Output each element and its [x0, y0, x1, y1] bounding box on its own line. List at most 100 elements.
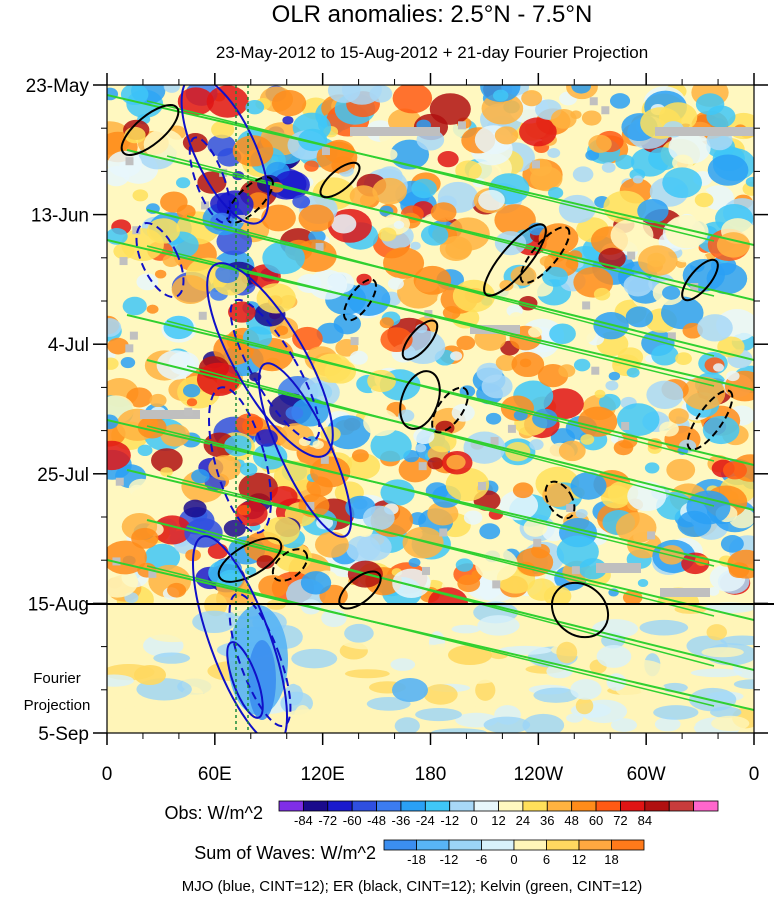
- er-contour: [483, 223, 547, 297]
- colorbar-swatch: [376, 800, 402, 812]
- obs-cell: [393, 220, 405, 229]
- obs-cell: [171, 275, 210, 304]
- obs-cell: [271, 89, 307, 117]
- obs-cell: [367, 369, 397, 393]
- projection-cell: [498, 645, 552, 655]
- projection-cell: [523, 631, 557, 643]
- obs-cell: [598, 393, 621, 411]
- obs-cell: [646, 380, 684, 410]
- obs-cell: [429, 93, 471, 125]
- kelvin-contour: [146, 425, 715, 567]
- obs-cell: [131, 527, 159, 549]
- obs-cell: [666, 458, 696, 481]
- obs-cell: [456, 335, 476, 351]
- obs-cell: [211, 120, 235, 139]
- er-contour: [342, 278, 378, 322]
- obs-cell: [304, 160, 319, 172]
- obs-cell: [372, 177, 407, 205]
- projection-cell: [366, 696, 411, 711]
- projection-cell: [284, 709, 338, 722]
- missing-data-patch: [184, 407, 193, 416]
- obs-cell: [402, 526, 444, 559]
- projection-heatmap: [107, 593, 754, 733]
- obs-cell: [720, 535, 744, 553]
- colorbar-label: -12: [440, 813, 459, 828]
- colorbar-label: 6: [543, 852, 550, 867]
- obs-cell: [256, 283, 296, 314]
- colorbar-label: -12: [440, 852, 459, 867]
- obs-cell: [558, 440, 586, 462]
- colorbar-label: 48: [564, 813, 578, 828]
- colorbar-swatch: [498, 800, 524, 812]
- projection-cell: [107, 674, 134, 687]
- mjo-contour: [257, 362, 353, 538]
- obs-cell: [588, 134, 612, 153]
- projection-cell: [107, 705, 129, 718]
- obs-cell: [510, 265, 537, 286]
- colorbar-swatch: [481, 839, 515, 851]
- projection-cell: [688, 615, 739, 630]
- colorbar-swatch: [546, 839, 580, 851]
- obs-cell: [605, 380, 619, 391]
- obs-cell: [558, 194, 596, 224]
- colorbar-label: -6: [476, 852, 488, 867]
- obs-cell: [349, 185, 378, 207]
- projection-cell: [690, 668, 743, 678]
- obs-cell: [144, 543, 181, 572]
- x-tick-label: 0: [102, 764, 113, 785]
- y-tick-label: 5-Sep: [38, 724, 89, 745]
- obs-cell: [137, 444, 153, 457]
- obs-cell: [610, 218, 654, 252]
- colorbar-label: -72: [318, 813, 337, 828]
- obs-cell: [175, 177, 191, 189]
- obs-cell: [662, 167, 703, 199]
- missing-data-patch: [627, 251, 636, 260]
- missing-data-patch: [457, 121, 466, 130]
- obs-cell: [450, 351, 463, 361]
- colorbar-label: 12: [491, 813, 505, 828]
- obs-cell: [378, 227, 397, 242]
- er-contour: [519, 226, 571, 284]
- missing-data-patch: [477, 481, 486, 490]
- colorbar-swatch: [416, 839, 450, 851]
- projection-cell: [431, 728, 487, 733]
- obs-cell: [163, 85, 180, 93]
- kelvin-contour: [107, 419, 754, 571]
- missing-data-patch: [315, 243, 324, 252]
- missing-data-patch: [115, 477, 124, 486]
- obs-colorbar: -84 -72 -60 -48 -36 -24 -12 0 12 24 36 48 60 72 84: [278, 800, 719, 828]
- obs-cell: [463, 510, 483, 525]
- obs-colorbar-label: Obs: W/m^2: [165, 803, 263, 823]
- obs-cell: [258, 575, 289, 598]
- projection-cell: [556, 641, 578, 664]
- projection-cell: [153, 652, 191, 664]
- obs-cell: [479, 523, 501, 540]
- projection-cell: [392, 678, 428, 702]
- projection-cell: [394, 717, 420, 733]
- colorbar-label: 60: [589, 813, 603, 828]
- colorbar-swatch: [546, 800, 573, 812]
- colorbar-swatch: [327, 800, 353, 812]
- obs-cell: [580, 434, 595, 445]
- obs-cell: [413, 427, 435, 445]
- mjo-contour: [229, 298, 321, 442]
- obs-cell: [530, 166, 563, 192]
- colorbar-label: 36: [540, 813, 554, 828]
- colorbar-swatch: [595, 800, 621, 812]
- obs-cell: [445, 467, 490, 502]
- obs-cell: [298, 128, 328, 152]
- colorbar-swatch: [302, 800, 329, 812]
- obs-cell: [572, 166, 594, 183]
- obs-cell: [585, 149, 600, 161]
- colorbar-label: -24: [416, 813, 435, 828]
- obs-cell: [511, 351, 545, 378]
- obs-cell: [242, 326, 272, 349]
- obs-cell: [312, 440, 324, 449]
- obs-cell: [162, 253, 180, 268]
- obs-cell: [269, 485, 298, 508]
- projection-cell: [451, 671, 500, 684]
- colorbar-swatch: [448, 839, 482, 851]
- colorbar-label: -36: [392, 813, 411, 828]
- obs-cell: [672, 154, 694, 171]
- obs-cell: [707, 154, 749, 186]
